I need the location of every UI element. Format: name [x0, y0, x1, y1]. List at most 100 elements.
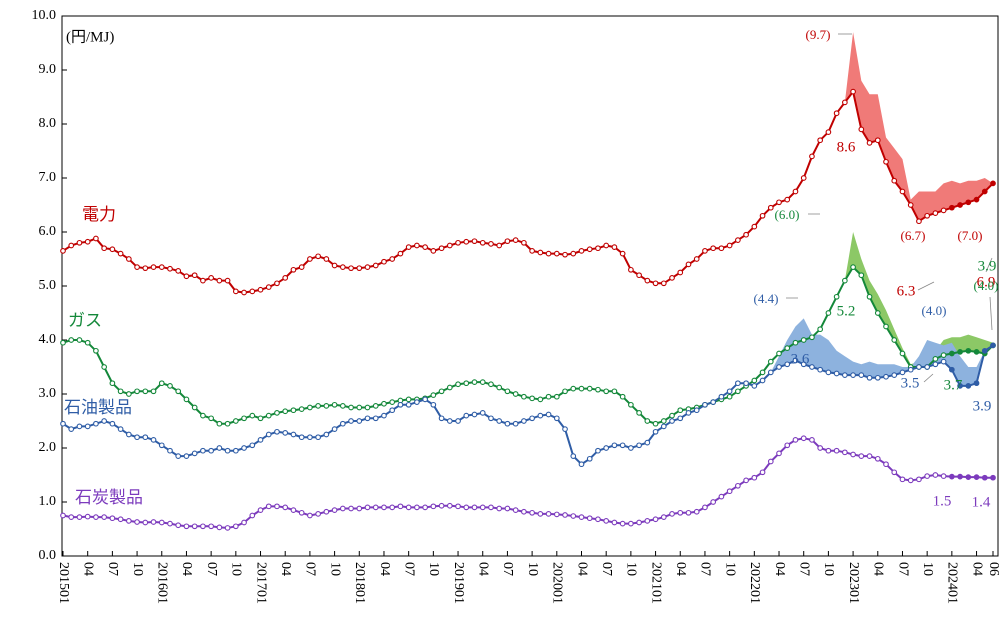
x-tick-label: 201501 — [56, 562, 71, 604]
point — [644, 277, 651, 284]
point — [578, 248, 585, 254]
point — [282, 504, 289, 511]
point — [331, 426, 338, 432]
point — [792, 339, 799, 346]
point — [315, 511, 321, 517]
point — [636, 442, 642, 449]
point — [496, 384, 503, 391]
point — [710, 245, 717, 252]
point — [833, 293, 840, 300]
point — [307, 512, 313, 519]
point — [125, 431, 132, 438]
point — [677, 415, 684, 422]
point — [364, 415, 371, 422]
point — [167, 265, 173, 272]
point — [241, 519, 247, 526]
point — [883, 158, 889, 165]
point — [981, 188, 988, 195]
point — [669, 511, 675, 517]
point — [677, 269, 684, 276]
y-tick-label: 8.0 — [39, 116, 57, 131]
point — [463, 380, 470, 387]
point — [191, 404, 198, 411]
annotation: (9.7) — [806, 27, 831, 42]
point — [232, 447, 239, 454]
point — [743, 477, 749, 484]
point — [669, 412, 675, 419]
y-tick-label: 9.0 — [39, 62, 57, 77]
point — [660, 423, 667, 430]
point — [76, 337, 83, 343]
point — [298, 509, 305, 516]
series-label: ガス — [68, 311, 102, 330]
x-tick-label: 201901 — [451, 562, 466, 604]
point — [916, 218, 922, 225]
point — [965, 347, 972, 354]
x-tick-label: 07 — [105, 562, 120, 576]
point — [232, 418, 239, 424]
point — [265, 503, 272, 510]
point — [842, 99, 848, 106]
point — [167, 447, 173, 454]
point — [553, 250, 560, 257]
point — [93, 235, 99, 242]
point — [767, 204, 774, 211]
point — [726, 393, 733, 400]
point — [751, 474, 758, 481]
point — [718, 393, 725, 400]
point — [60, 512, 66, 519]
point — [619, 393, 626, 400]
point — [331, 507, 338, 513]
point — [430, 401, 437, 408]
point — [595, 386, 601, 393]
point — [858, 272, 865, 279]
point — [249, 512, 256, 519]
point — [652, 420, 659, 427]
point — [800, 361, 807, 368]
point — [776, 199, 782, 206]
point — [817, 137, 824, 144]
point — [290, 507, 297, 513]
point — [537, 511, 544, 517]
point — [521, 418, 527, 424]
point — [389, 407, 396, 414]
point — [570, 385, 577, 392]
point — [981, 474, 988, 481]
point — [603, 518, 610, 524]
annotation: (4.4) — [754, 291, 779, 306]
annotation: (7.0) — [958, 228, 983, 243]
point — [693, 508, 700, 515]
point — [208, 447, 214, 454]
point — [372, 262, 379, 269]
point — [356, 418, 363, 424]
point — [68, 426, 75, 432]
point — [298, 434, 305, 441]
point — [339, 264, 346, 270]
x-tick-label: 202001 — [550, 562, 565, 604]
point — [718, 493, 725, 500]
point — [669, 418, 675, 424]
y-tick-label: 1.0 — [39, 494, 57, 509]
x-tick-label: 07 — [796, 562, 811, 576]
price-band — [770, 318, 993, 386]
point — [636, 410, 642, 416]
annotation: 6.9 — [977, 274, 996, 290]
point — [298, 264, 305, 270]
point — [405, 401, 412, 408]
point — [685, 509, 692, 516]
point — [932, 210, 939, 216]
point — [792, 357, 799, 364]
point — [430, 503, 437, 510]
y-tick-label: 10.0 — [32, 8, 57, 23]
point — [874, 137, 881, 144]
point — [405, 396, 412, 403]
point — [109, 380, 116, 387]
x-tick-label: 07 — [500, 562, 515, 576]
x-tick-label: 10 — [229, 562, 244, 576]
point — [60, 420, 66, 427]
point — [553, 393, 560, 400]
point — [644, 418, 651, 424]
point — [529, 395, 535, 402]
point — [545, 393, 552, 400]
point — [990, 342, 996, 349]
